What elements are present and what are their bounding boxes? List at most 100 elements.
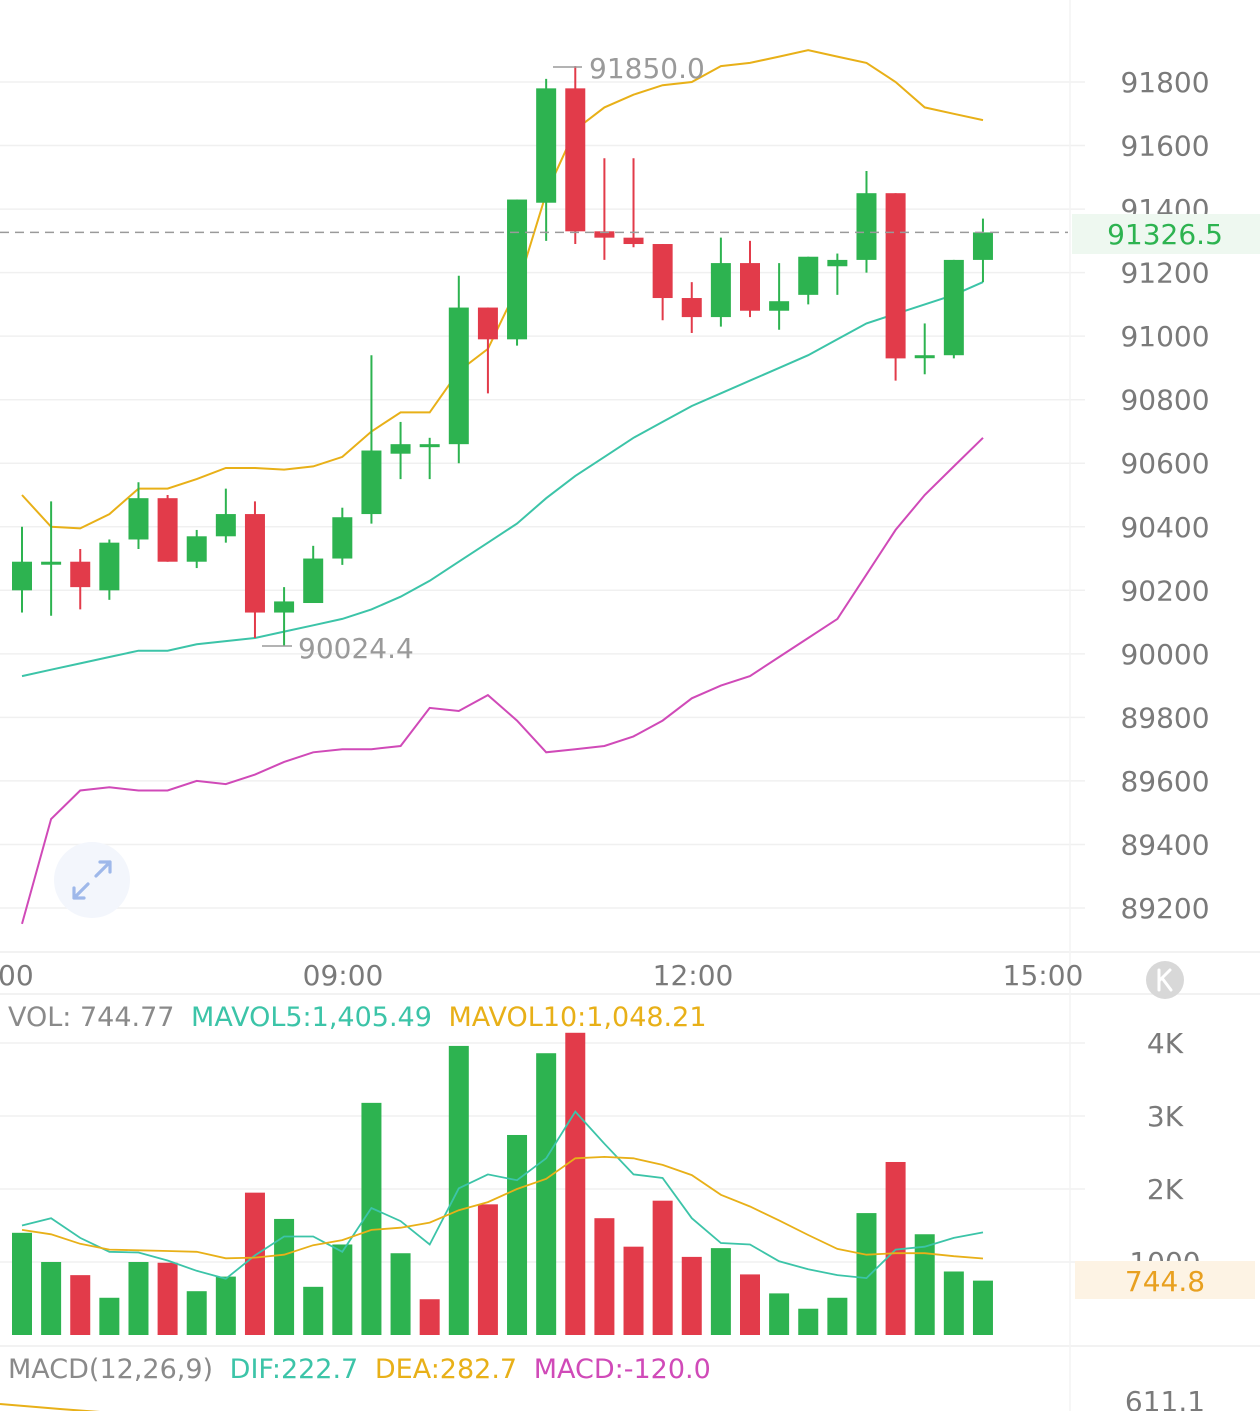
candle	[274, 587, 295, 647]
volume-bar	[70, 1275, 91, 1335]
candle	[885, 193, 906, 381]
k-icon[interactable]	[1146, 961, 1184, 999]
candle	[186, 529, 207, 569]
band-middle	[21, 281, 984, 678]
expand-icon[interactable]	[54, 842, 130, 918]
vol-label: VOL: 744.77	[8, 1002, 174, 1033]
candle	[70, 549, 91, 610]
candle	[710, 237, 731, 327]
volume-bar	[128, 1262, 149, 1335]
candle	[798, 256, 819, 305]
volume-bar	[769, 1293, 790, 1335]
volume-bar	[943, 1271, 964, 1335]
candle	[827, 253, 848, 295]
volume-bar	[12, 1232, 32, 1335]
candle	[157, 495, 178, 562]
dea-label: DEA:282.7	[375, 1354, 517, 1385]
volume-ma-mavol5	[21, 1110, 984, 1280]
candle	[128, 482, 149, 550]
volume-bar	[594, 1218, 615, 1335]
candle	[215, 488, 236, 543]
y-tick-label: 91800	[1120, 66, 1209, 99]
volume-bar	[972, 1280, 993, 1335]
volume-legend: VOL: 744.77 MAVOL5:1,405.49 MAVOL10:1,04…	[8, 1002, 707, 1033]
current-price-tag: 91326.5	[1107, 218, 1223, 251]
mavol5-label: MAVOL5:1,405.49	[191, 1002, 432, 1033]
y-tick-label: 90200	[1120, 574, 1209, 607]
volume-bar	[99, 1297, 120, 1335]
candle	[41, 501, 62, 616]
volume-bar	[477, 1204, 498, 1335]
volume-bar	[536, 1053, 557, 1335]
candles	[12, 66, 993, 647]
volume-ma-lines	[21, 1110, 984, 1280]
y-tick-label: 90600	[1120, 447, 1209, 480]
y-tick-label: 90000	[1120, 638, 1209, 671]
y-tick-label: 89800	[1120, 701, 1209, 734]
macd-params: MACD(12,26,9)	[8, 1354, 213, 1385]
candle	[623, 158, 644, 248]
macd-legend: MACD(12,26,9) DIF:222.7 DEA:282.7 MACD:-…	[8, 1354, 711, 1385]
volume-tag: 744.8	[1125, 1265, 1205, 1298]
x-tick-0: 00	[0, 959, 34, 992]
y-tick-label: 89600	[1120, 765, 1209, 798]
candle	[507, 199, 528, 346]
volume-ma-mavol10	[21, 1155, 984, 1260]
mavol10-label: MAVOL10:1,048.21	[448, 1002, 706, 1033]
macd-y-tick: 611.1	[1125, 1385, 1205, 1411]
candle	[565, 66, 586, 245]
volume-bar	[390, 1253, 411, 1335]
y-tick-label: 89400	[1120, 828, 1209, 861]
y-tick-label: 90800	[1120, 384, 1209, 417]
candle	[332, 507, 353, 565]
volume-bar	[274, 1218, 295, 1335]
candle	[943, 259, 964, 359]
min-price-label: 90024.4	[298, 632, 414, 665]
band-lower	[21, 437, 984, 925]
candle	[681, 282, 702, 333]
volume-bar	[740, 1274, 760, 1335]
x-tick-3: 15:00	[1003, 959, 1084, 992]
volume-bar	[827, 1297, 848, 1335]
volume-bar	[652, 1200, 673, 1335]
candle	[244, 501, 265, 638]
volume-bar	[215, 1276, 236, 1335]
y-tick-label: 91600	[1120, 130, 1209, 163]
y-tick-label: 91200	[1120, 257, 1209, 290]
volume-tag-bg	[1075, 1261, 1255, 1299]
candle	[448, 275, 469, 464]
candle	[856, 170, 877, 273]
price-axis: 9180091600914009120091000908009060090400…	[1120, 66, 1209, 925]
current-price-tag-bg	[1072, 214, 1260, 254]
volume-bar	[885, 1161, 906, 1335]
dif-label: DIF:222.7	[230, 1354, 359, 1385]
candle	[361, 355, 382, 524]
y-tick-label: 89200	[1120, 892, 1209, 925]
volume-bar	[681, 1256, 702, 1335]
volume-bar	[448, 1045, 469, 1335]
volume-bar	[710, 1248, 731, 1335]
volume-bar	[41, 1262, 62, 1335]
volume-bar	[419, 1299, 440, 1335]
volume-bar	[303, 1286, 324, 1335]
candle	[477, 307, 498, 394]
y-tick-label: 91000	[1120, 320, 1209, 353]
candle	[594, 158, 615, 260]
volume-bars	[12, 1032, 993, 1335]
volume-y-tick: 2K	[1147, 1173, 1184, 1206]
y-tick-label: 90400	[1120, 511, 1209, 544]
bollinger-bands	[21, 49, 984, 925]
volume-y-tick: 3K	[1147, 1100, 1184, 1133]
candle	[914, 323, 935, 375]
volume-y-tick: 4K	[1147, 1027, 1184, 1060]
candle	[769, 263, 790, 330]
volume-bar	[507, 1134, 528, 1335]
candle	[303, 545, 324, 604]
volume-bar	[798, 1308, 819, 1335]
volume-bar	[157, 1262, 178, 1335]
volume-bar	[244, 1192, 265, 1335]
candle	[419, 437, 440, 480]
volume-bar	[565, 1032, 586, 1335]
